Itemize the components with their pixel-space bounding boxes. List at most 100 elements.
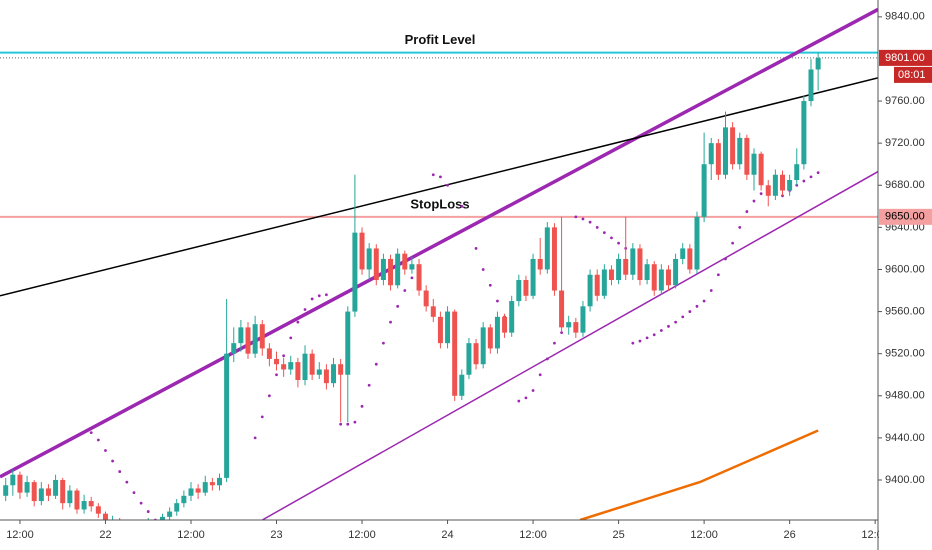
sar-dot xyxy=(111,459,115,463)
candle-body xyxy=(24,482,30,493)
candle-body xyxy=(794,164,800,180)
sar-dot xyxy=(659,329,663,332)
candle-body xyxy=(295,362,301,380)
candle-body xyxy=(630,248,636,275)
candle-body xyxy=(159,516,165,520)
x-tick-label: 24 xyxy=(441,529,453,541)
candle-body xyxy=(281,364,287,370)
y-tick-label: 9720.00 xyxy=(885,137,925,149)
sar-dot xyxy=(382,341,385,345)
candle-body xyxy=(345,311,351,375)
candle-body xyxy=(395,253,401,286)
trend-line xyxy=(261,170,878,520)
sar-dot xyxy=(289,336,293,340)
candle-body xyxy=(202,482,208,493)
sar-dot xyxy=(602,231,606,235)
candle-body xyxy=(808,69,814,102)
candle-body xyxy=(252,324,258,354)
y-tick-label: 9680.00 xyxy=(885,179,925,191)
trend-line xyxy=(579,429,819,520)
sar-dot xyxy=(275,373,278,377)
candle-body xyxy=(81,501,87,510)
sar-dot xyxy=(667,324,670,328)
candle-body xyxy=(181,495,187,504)
candle-body xyxy=(680,248,686,259)
sar-dot xyxy=(317,294,321,298)
candle-body xyxy=(10,474,16,486)
candle-body xyxy=(687,248,693,270)
candle-body xyxy=(594,274,600,296)
y-tick-label: 9560.00 xyxy=(885,305,925,317)
candle-body xyxy=(88,501,94,507)
candle-body xyxy=(373,248,379,280)
candle-body xyxy=(737,137,743,165)
sar-dot xyxy=(353,420,357,424)
candle-body xyxy=(673,258,679,286)
sar-dot xyxy=(638,339,642,343)
x-tick-label: 12:00 xyxy=(690,529,718,541)
candle-body xyxy=(302,353,308,380)
candle-body xyxy=(102,513,108,520)
candle-body xyxy=(466,343,472,375)
candle-body xyxy=(530,258,536,296)
candle-body xyxy=(751,153,757,175)
y-tick-label: 9600.00 xyxy=(885,263,925,275)
candle-body xyxy=(388,258,394,286)
x-tick-label: 25 xyxy=(612,529,624,541)
candle-body xyxy=(423,290,429,307)
price-tag-label: 9801.00 xyxy=(885,52,925,64)
sar-dot xyxy=(389,320,392,324)
candle-body xyxy=(209,482,215,486)
sar-dot xyxy=(118,470,122,473)
sar-dot xyxy=(267,394,271,398)
sar-dot xyxy=(738,225,742,229)
sar-dot xyxy=(545,357,549,361)
x-tick-label: 12:00 xyxy=(348,529,376,541)
sar-dot xyxy=(282,354,286,358)
x-tick-label: 23 xyxy=(270,529,282,541)
candle-body xyxy=(95,506,101,514)
stop-tag-label: 9650.00 xyxy=(885,211,925,223)
candle-body xyxy=(309,353,315,375)
candle-body xyxy=(587,274,593,307)
countdown-tag xyxy=(894,66,932,83)
x-tick-label: 12:00 xyxy=(519,529,547,541)
candle-body xyxy=(74,490,80,510)
candle-body xyxy=(730,127,736,165)
candle-body xyxy=(316,369,322,375)
candle-body xyxy=(544,227,550,270)
candle-body xyxy=(708,143,714,165)
level-label: Profit Level xyxy=(405,32,476,47)
sar-dot xyxy=(595,225,599,229)
candle-body xyxy=(195,488,201,493)
candle-body xyxy=(559,290,565,328)
candle-body xyxy=(266,348,272,359)
sar-dot xyxy=(588,220,592,224)
candle-body xyxy=(772,174,778,196)
candle-body xyxy=(473,343,479,365)
sar-dot xyxy=(645,336,649,340)
sar-dot xyxy=(674,320,678,324)
x-tick-label: 22 xyxy=(99,529,111,541)
candle-body xyxy=(416,264,422,291)
sar-dot xyxy=(524,396,528,400)
sar-dot xyxy=(303,308,307,311)
candle-body xyxy=(3,485,9,496)
sar-dot xyxy=(146,510,150,513)
candle-body xyxy=(537,258,543,270)
candle-body xyxy=(17,474,23,493)
x-tick-label: 12:00 xyxy=(177,529,205,541)
candle-body xyxy=(509,301,515,333)
candle-body xyxy=(238,327,244,344)
sar-dot xyxy=(481,268,485,271)
sar-dot xyxy=(517,399,521,403)
sar-dot xyxy=(702,299,706,303)
sar-dot xyxy=(496,299,499,303)
candle-body xyxy=(31,482,37,502)
sar-dot xyxy=(410,276,414,280)
candle-body xyxy=(780,174,786,191)
sar-dot xyxy=(367,383,371,387)
candle-body xyxy=(459,374,465,396)
candle-body xyxy=(188,488,194,496)
